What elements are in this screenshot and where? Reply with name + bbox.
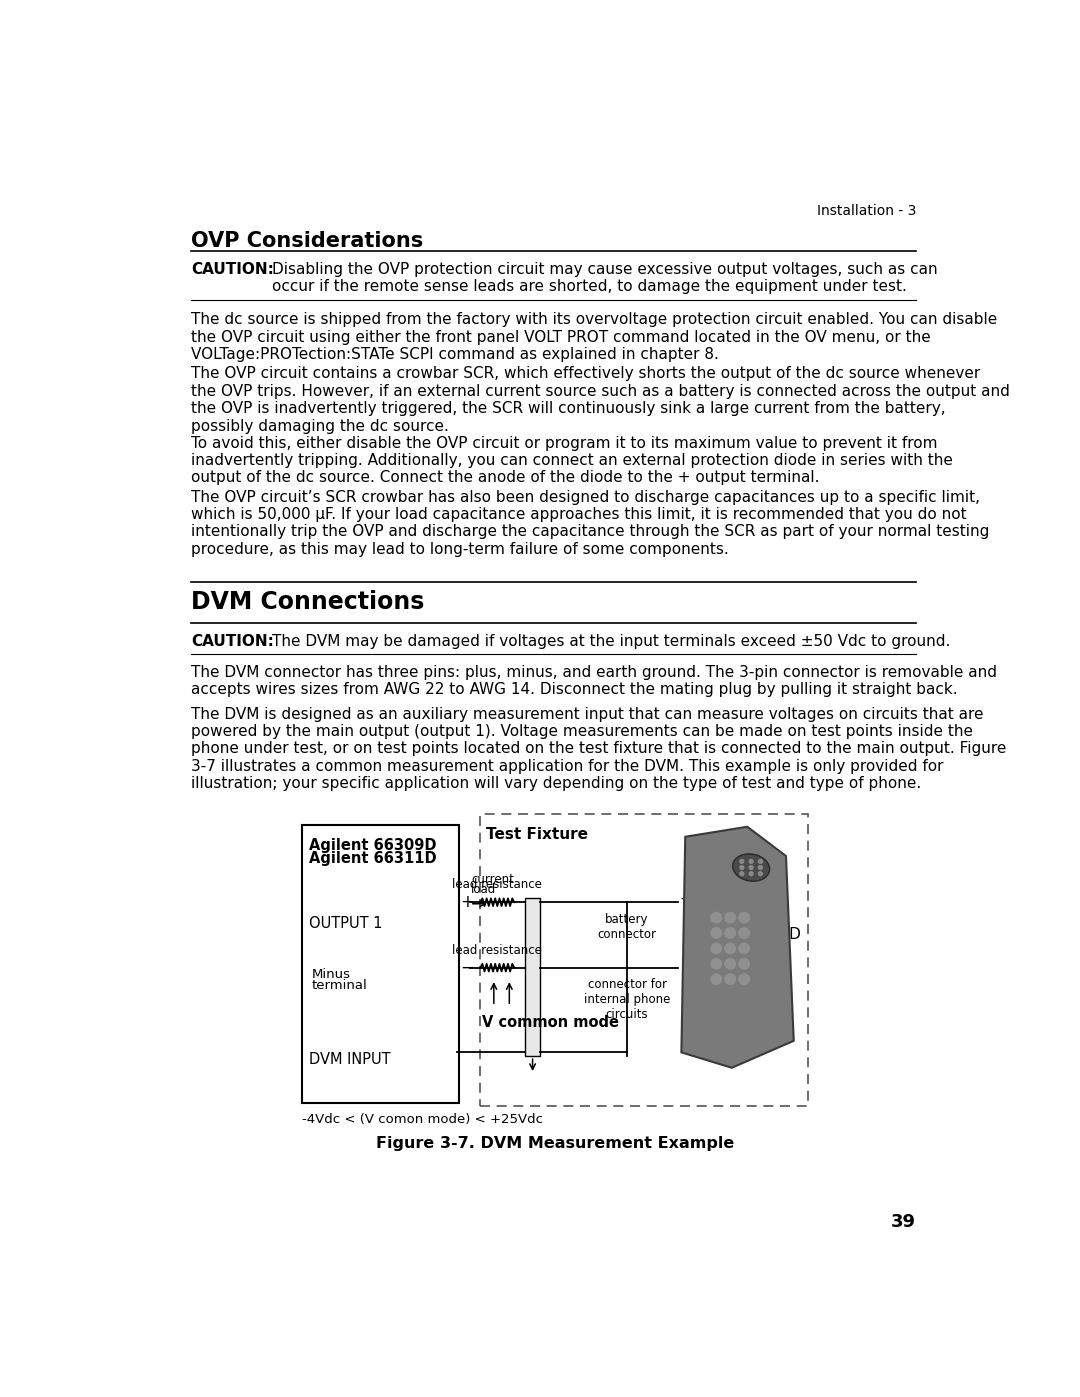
Text: Disabling the OVP protection circuit may cause excessive output voltages, such a: Disabling the OVP protection circuit may…: [272, 261, 937, 293]
Text: connector for
internal phone
circuits: connector for internal phone circuits: [584, 978, 671, 1021]
Circle shape: [725, 912, 735, 923]
Text: The OVP circuit’s SCR crowbar has also been designed to discharge capacitances u: The OVP circuit’s SCR crowbar has also b…: [191, 489, 989, 556]
Text: To avoid this, either disable the OVP circuit or program it to its maximum value: To avoid this, either disable the OVP ci…: [191, 436, 953, 485]
Text: Test Fixture: Test Fixture: [486, 827, 589, 842]
Circle shape: [739, 912, 750, 923]
Circle shape: [750, 866, 753, 869]
Text: LOAD: LOAD: [759, 928, 801, 942]
Text: Installation - 3: Installation - 3: [816, 204, 916, 218]
Circle shape: [711, 974, 721, 985]
Circle shape: [740, 872, 744, 876]
Text: terminal: terminal: [312, 979, 367, 992]
Circle shape: [758, 859, 762, 863]
Text: The OVP circuit contains a crowbar SCR, which effectively shorts the output of t: The OVP circuit contains a crowbar SCR, …: [191, 366, 1010, 433]
Text: V common mode: V common mode: [482, 1016, 619, 1031]
Text: The dc source is shipped from the factory with its overvoltage protection circui: The dc source is shipped from the factor…: [191, 313, 997, 362]
Circle shape: [725, 943, 735, 954]
Text: The DVM may be damaged if voltages at the input terminals exceed ±50 Vdc to grou: The DVM may be damaged if voltages at th…: [272, 634, 950, 650]
Polygon shape: [681, 827, 794, 1067]
Text: −: −: [679, 956, 693, 974]
Circle shape: [711, 943, 721, 954]
Text: CAUTION:: CAUTION:: [191, 634, 273, 650]
Circle shape: [711, 912, 721, 923]
Text: Agilent 66311D: Agilent 66311D: [309, 851, 436, 866]
Circle shape: [750, 872, 753, 876]
Text: OVP Considerations: OVP Considerations: [191, 231, 423, 251]
Circle shape: [739, 943, 750, 954]
Text: −: −: [460, 958, 474, 977]
Ellipse shape: [732, 854, 770, 882]
Bar: [525, 898, 540, 1056]
Text: Agilent 66309D: Agilent 66309D: [309, 838, 436, 852]
Circle shape: [739, 974, 750, 985]
Text: lead resistance: lead resistance: [453, 944, 542, 957]
Text: Minus: Minus: [312, 968, 351, 981]
Bar: [302, 826, 459, 1104]
Circle shape: [739, 928, 750, 939]
Circle shape: [740, 866, 744, 869]
Circle shape: [758, 866, 762, 869]
Text: -4Vdc < (V comon mode) < +25Vdc: -4Vdc < (V comon mode) < +25Vdc: [302, 1113, 543, 1126]
Circle shape: [711, 958, 721, 970]
Circle shape: [725, 958, 735, 970]
Text: DVM INPUT: DVM INPUT: [309, 1052, 390, 1067]
Circle shape: [740, 859, 744, 863]
Circle shape: [725, 928, 735, 939]
Text: battery
connector: battery connector: [597, 914, 657, 942]
Text: current: current: [471, 873, 514, 886]
Text: Figure 3-7. DVM Measurement Example: Figure 3-7. DVM Measurement Example: [376, 1136, 734, 1151]
Circle shape: [711, 928, 721, 939]
Text: The DVM is designed as an auxiliary measurement input that can measure voltages : The DVM is designed as an auxiliary meas…: [191, 707, 1007, 791]
Circle shape: [750, 859, 753, 863]
Circle shape: [725, 974, 735, 985]
Text: CAUTION:: CAUTION:: [191, 261, 273, 277]
Text: lead resistance: lead resistance: [453, 879, 542, 891]
Text: The DVM connector has three pins: plus, minus, and earth ground. The 3-pin conne: The DVM connector has three pins: plus, …: [191, 665, 997, 697]
Circle shape: [739, 958, 750, 970]
Text: DVM Connections: DVM Connections: [191, 590, 424, 613]
Text: +: +: [679, 891, 692, 907]
Text: OUTPUT 1: OUTPUT 1: [309, 916, 382, 930]
Bar: [480, 814, 808, 1105]
Text: load: load: [471, 883, 497, 895]
Text: 39: 39: [891, 1214, 916, 1231]
Circle shape: [758, 872, 762, 876]
Text: +: +: [460, 893, 474, 911]
